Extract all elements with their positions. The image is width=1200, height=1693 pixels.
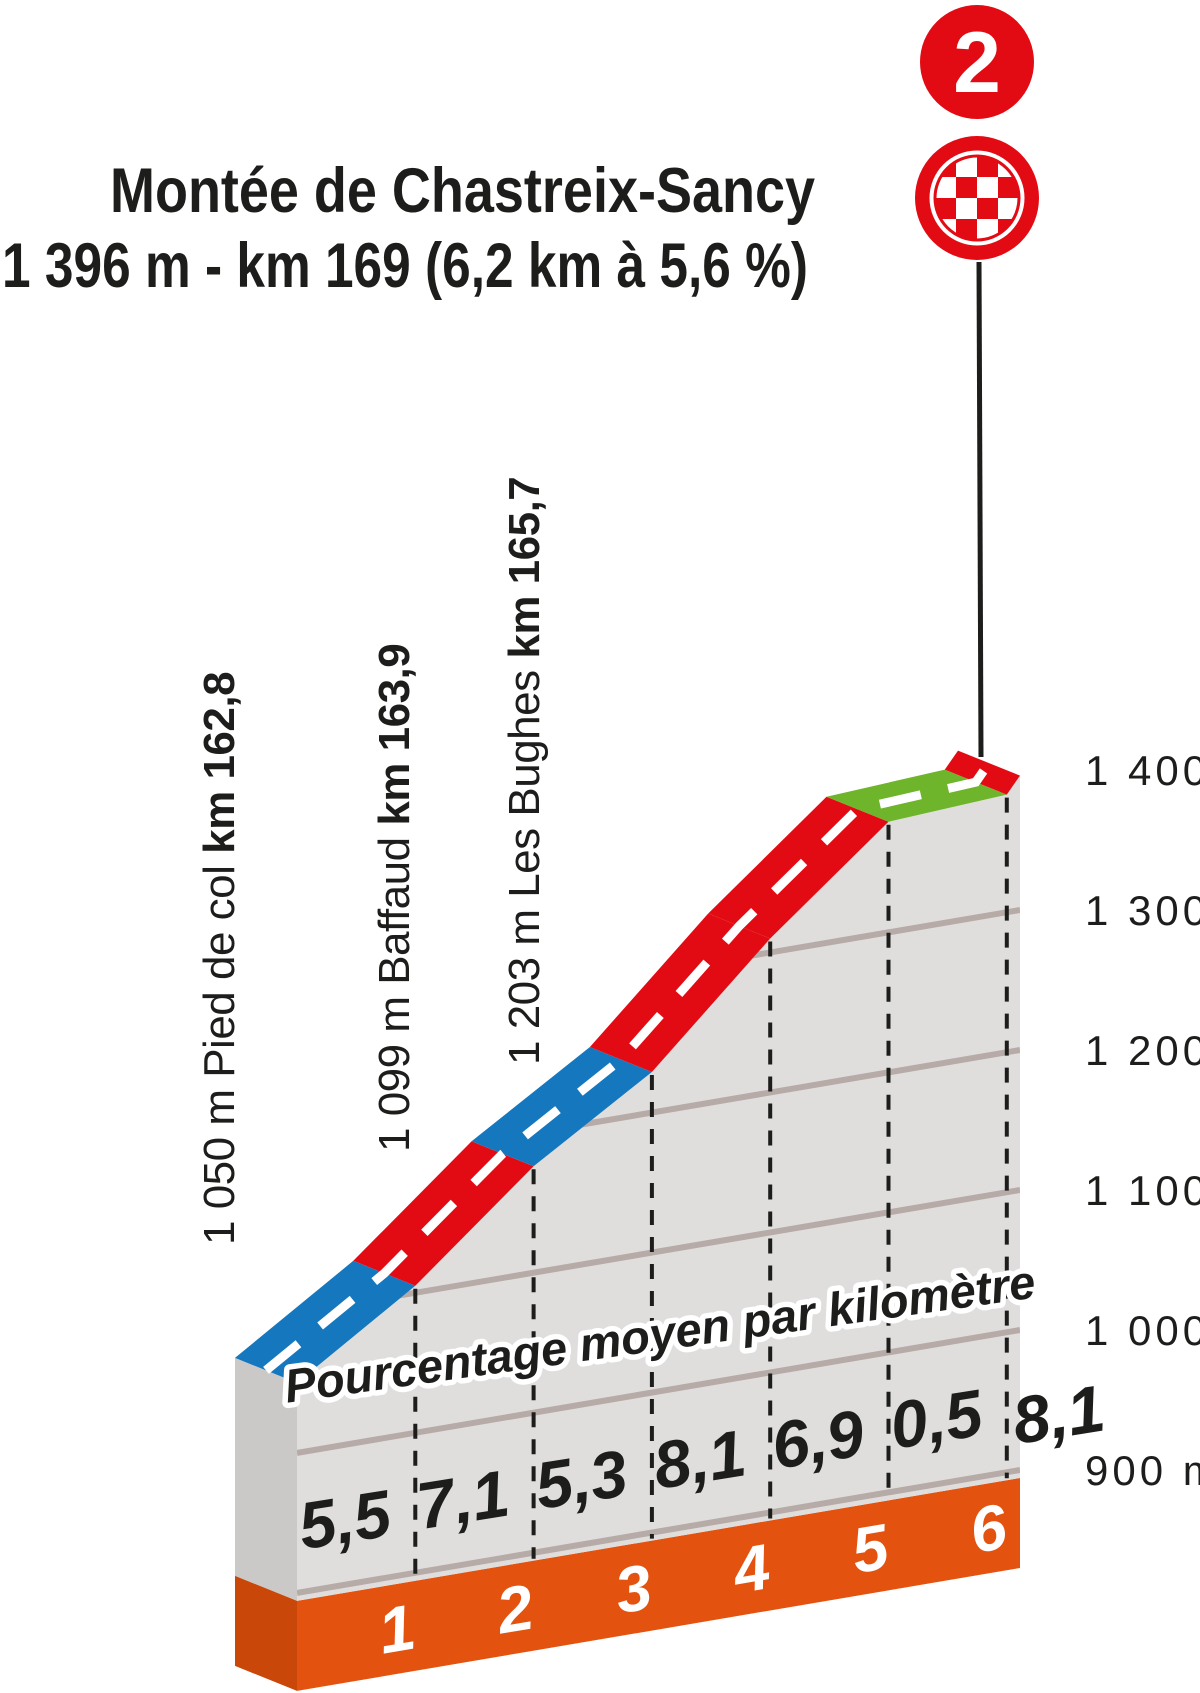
checker-cell — [998, 177, 1018, 198]
elevation-label: 1 000 m — [1085, 1307, 1200, 1354]
waypoint-label: 1 099 m Baffaud km 163,9 — [370, 644, 419, 1152]
elevation-label: 1 400 m — [1085, 747, 1200, 794]
checker-cell — [914, 135, 935, 156]
road-segment — [471, 1047, 652, 1167]
gradient-label: 5,5 — [293, 1476, 396, 1564]
profile-geometry — [235, 750, 1020, 1691]
elevation-label: 900 m — [1085, 1447, 1200, 1494]
checker-cell — [956, 219, 977, 239]
waypoint-km: km 163,9 — [370, 644, 419, 826]
category-badge-circle — [920, 5, 1034, 119]
elevation-label: 1 100 m — [1085, 1167, 1200, 1214]
checker-cell — [956, 177, 977, 198]
flag-inner-outline — [933, 154, 1021, 242]
gradient-label: 7,1 — [412, 1456, 514, 1543]
category-badge: 2 — [920, 5, 1034, 119]
gradient-label: 6,9 — [767, 1395, 869, 1482]
checker-cell — [1019, 240, 1040, 261]
base-side-face — [235, 1575, 297, 1691]
waypoint-label: 1 050 m Pied de col km 162,8 — [195, 672, 244, 1245]
gradient-label: 8,1 — [1007, 1371, 1109, 1458]
summit-pole-line — [976, 261, 984, 758]
waypoint-label: 1 203 m Les Bughes km 165,7 — [500, 477, 549, 1065]
checker-cell — [977, 198, 998, 219]
gradient-label: 5,3 — [530, 1436, 632, 1523]
category-badge-number: 2 — [953, 15, 1001, 111]
elevation-gridline — [297, 1187, 1020, 1316]
elevation-label: 1 200 m — [1085, 1027, 1200, 1074]
road-centerline — [263, 760, 993, 1374]
page-subtitle: 1 396 m - km 169 (6,2 km à 5,6 %) — [2, 231, 808, 301]
checker-cell — [936, 198, 956, 219]
waypoint-name: 1 203 m Les Bughes — [500, 659, 549, 1065]
body-front-face — [297, 775, 1020, 1601]
elevation-label: 1 300 m — [1085, 887, 1200, 934]
elevation-gridline — [297, 1327, 1020, 1456]
waypoint-km: km 165,7 — [500, 477, 549, 659]
elevation-gridline — [297, 1467, 1020, 1596]
checker-cell — [977, 157, 998, 177]
body-side-face — [235, 1357, 297, 1601]
waypoint-km: km 162,8 — [195, 672, 244, 854]
page-title: Montée de Chastreix-Sancy — [110, 156, 815, 226]
waypoint-name: 1 099 m Baffaud — [370, 826, 419, 1152]
waypoint-name: 1 050 m Pied de col — [195, 854, 244, 1245]
gradient-label: 8,1 — [648, 1415, 750, 1502]
base-front-face — [297, 1478, 1020, 1691]
profile-labels: 900 m 1 000 m 1 100 m 1 200 m 1 300 m 1 400 m… — [195, 477, 1200, 1668]
gradient-label: 0,5 — [885, 1375, 988, 1463]
summit-flag-icon — [914, 135, 1040, 261]
